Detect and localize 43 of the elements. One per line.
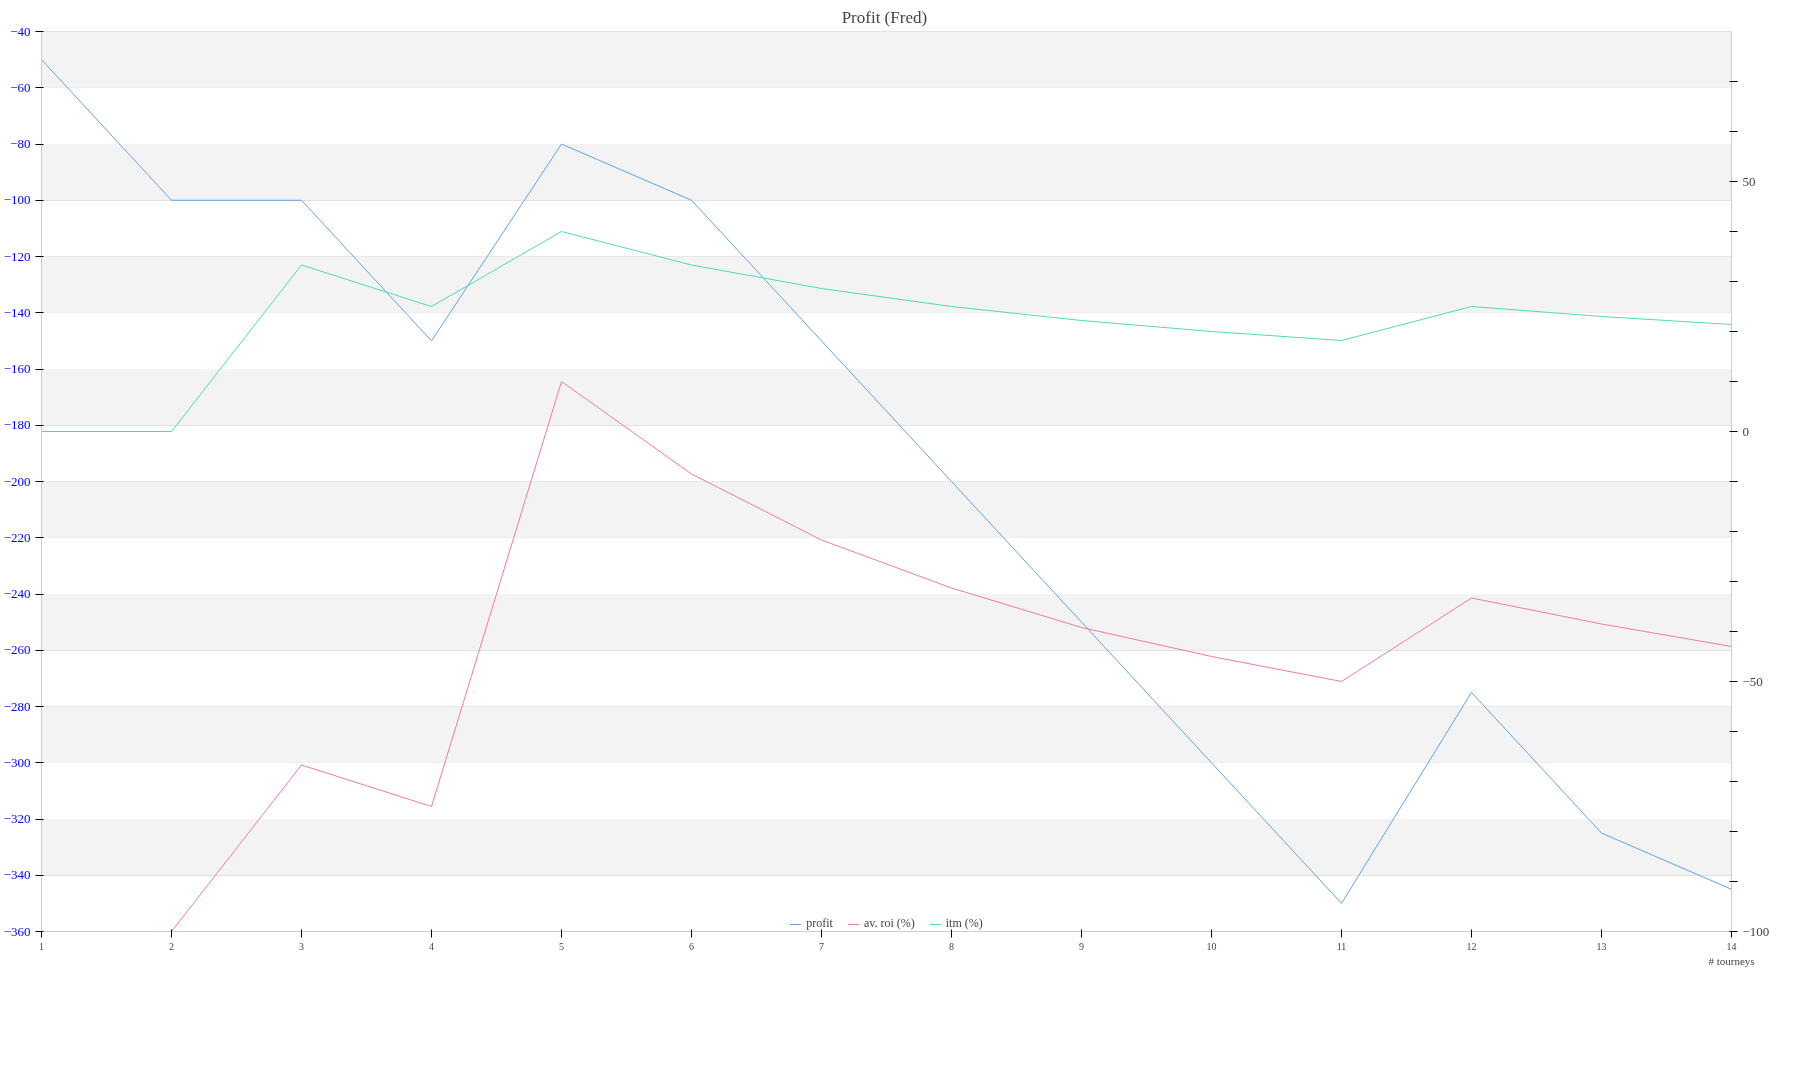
x-tick-label: 8	[949, 940, 954, 952]
line-series	[41, 59, 1732, 904]
y-tick-label: −60	[10, 79, 31, 95]
x-tick-label: 5	[559, 940, 564, 952]
y-tick-label: −160	[3, 361, 31, 376]
y2-tick-label: 50	[1742, 173, 1756, 189]
chart-title: Profit (Fred)	[841, 7, 928, 27]
legend-label: av. roi (%)	[863, 916, 915, 931]
x-tick-label: 1	[39, 940, 44, 952]
x-tick-label: 6	[689, 940, 694, 952]
x-tick-label: 12	[1466, 940, 1477, 952]
legend-label: profit	[806, 916, 833, 931]
legend-label: itm (%)	[945, 916, 983, 931]
y-tick-label: −120	[3, 248, 31, 264]
x-tick-label: 4	[429, 940, 434, 952]
y-tick-label: −280	[3, 698, 31, 714]
x-tick-label: 9	[1079, 940, 1084, 952]
y-tick-label: −140	[3, 304, 31, 320]
y-tick-label: −300	[3, 754, 31, 770]
y-tick-label: −260	[3, 642, 31, 658]
y-tick-label: −240	[3, 586, 31, 601]
y2-tick-label: 0	[1742, 423, 1749, 439]
y2-tick-label: −100	[1742, 923, 1770, 939]
y-tick-label: −220	[3, 529, 31, 545]
y-tick-label: −320	[3, 811, 31, 826]
y2-tick-label: −50	[1742, 673, 1763, 689]
x-tick-label: 14	[1726, 940, 1737, 952]
y-tick-label: −100	[3, 192, 31, 208]
y-tick-label: −80	[10, 136, 31, 151]
x-tick-label: 13	[1596, 940, 1607, 952]
x-tick-label: 7	[819, 940, 824, 952]
y-tick-label: −180	[3, 417, 31, 433]
line-series	[41, 231, 1732, 432]
y-tick-label: −200	[3, 473, 31, 489]
x-axis-title: # tourneys	[1708, 954, 1755, 967]
line-series	[171, 381, 1732, 932]
x-tick-label: 11	[1336, 940, 1347, 952]
y-tick-label: −340	[3, 867, 31, 883]
y-tick-label: −40	[10, 23, 31, 39]
x-tick-label: 2	[169, 940, 174, 952]
x-tick-label: 10	[1206, 940, 1217, 952]
x-tick-label: 3	[299, 940, 304, 952]
y-tick-label: −360	[3, 923, 31, 939]
